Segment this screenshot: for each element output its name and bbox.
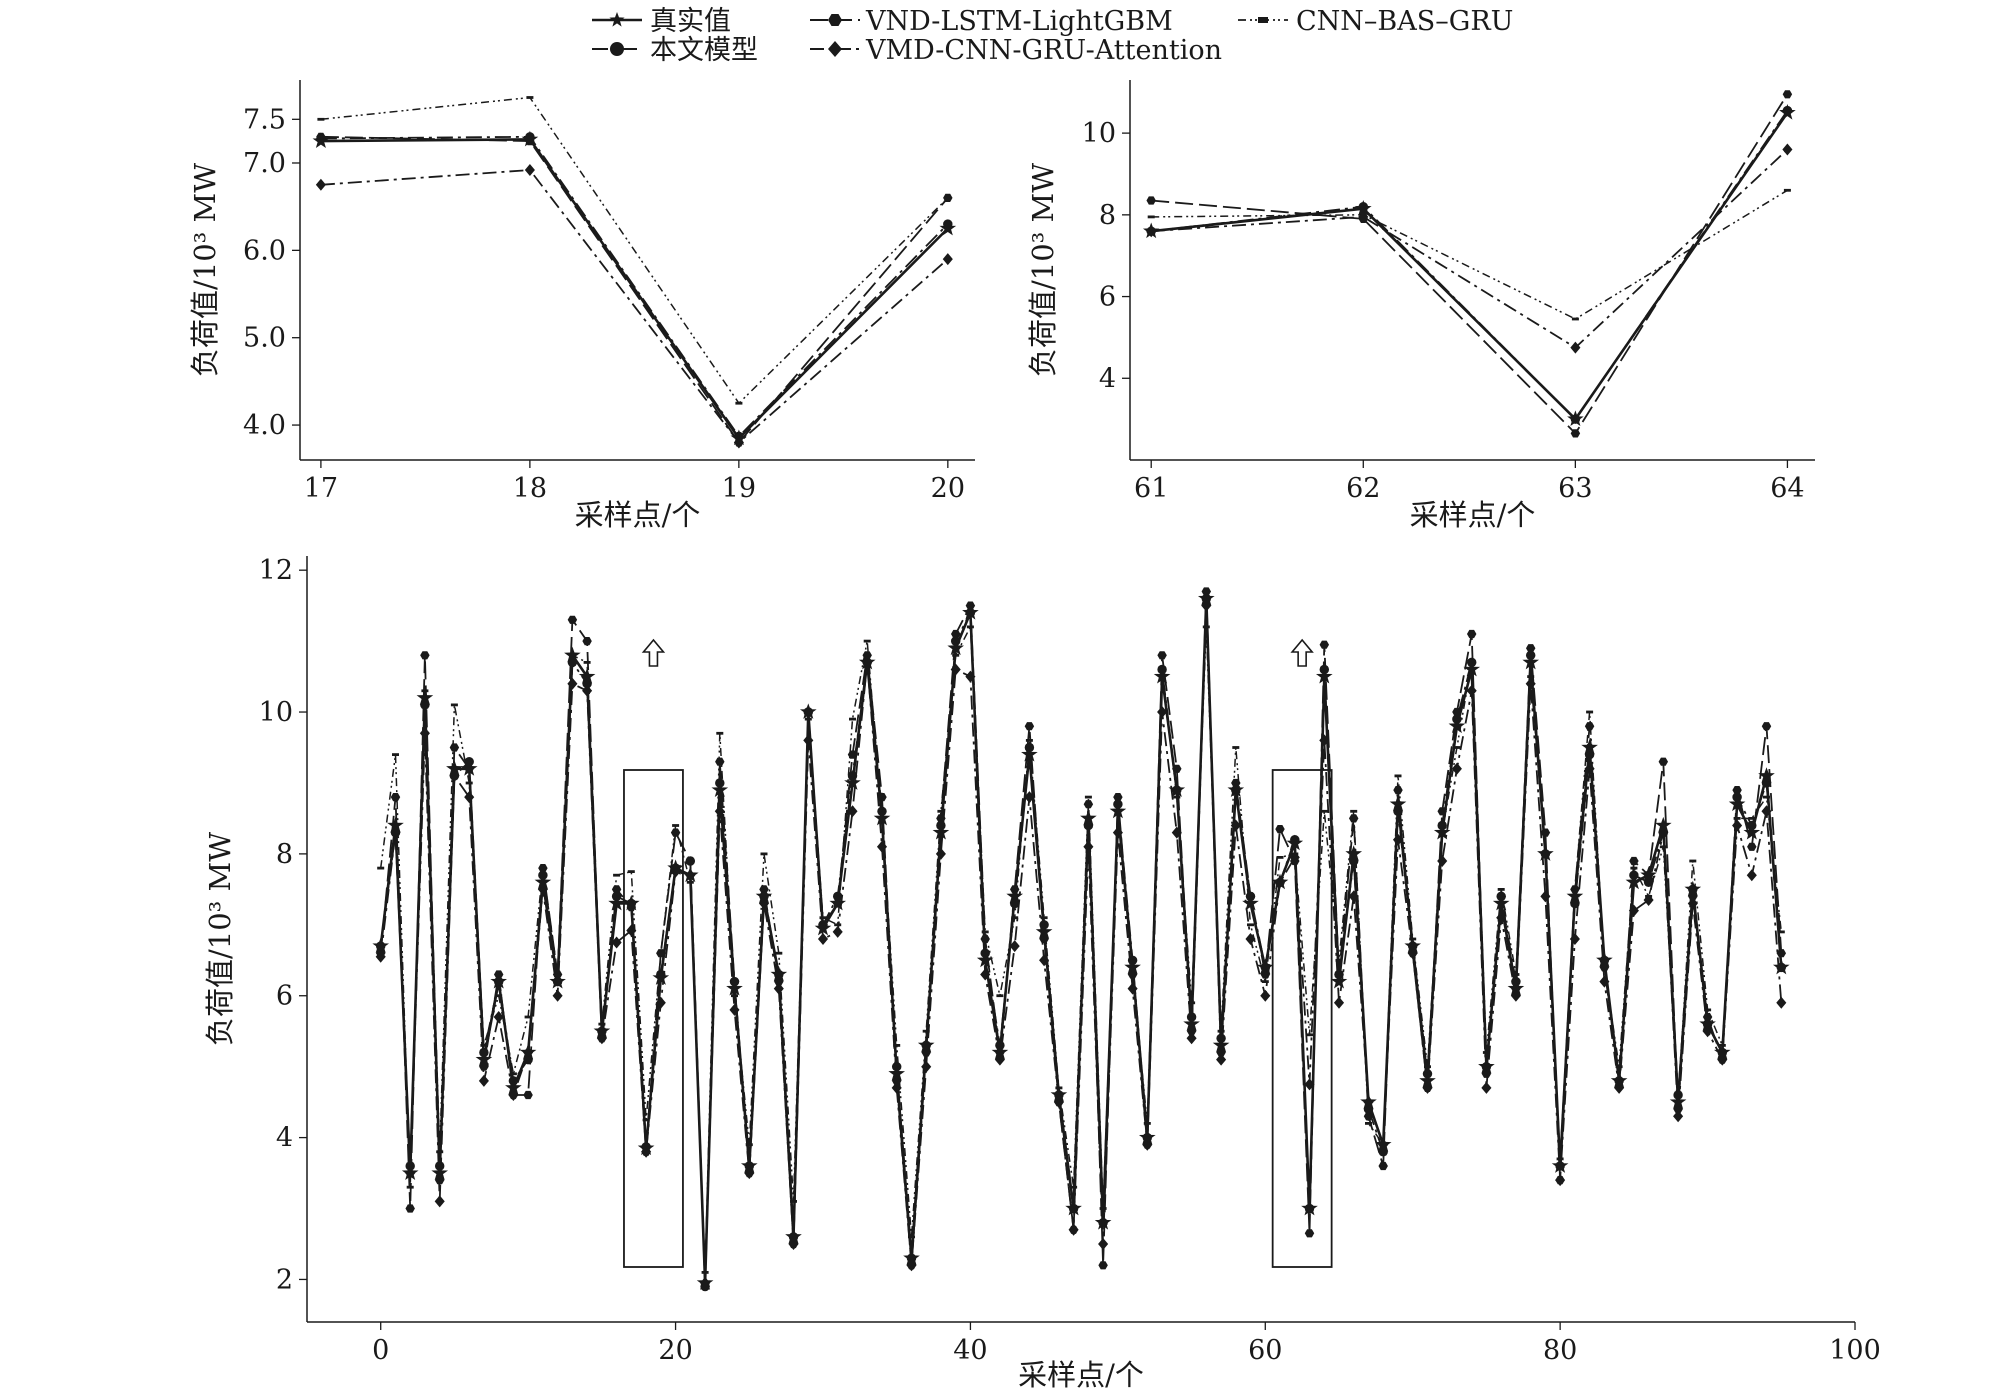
x-axis-label: 采样点/个	[575, 498, 701, 532]
series-line-5	[1147, 188, 1791, 321]
x-tick-label: 80	[1543, 1335, 1577, 1366]
y-tick-label: 6	[1099, 282, 1116, 313]
y-axis-label: 负荷值/10³ MW	[1026, 163, 1060, 377]
legend-item-true: 真实值	[592, 6, 731, 37]
y-axis-label: 负荷值/10³ MW	[203, 832, 237, 1046]
legend-label: 本文模型	[650, 35, 758, 66]
y-tick-label: 8	[1099, 200, 1116, 231]
y-axis-label: 负荷值/10³ MW	[188, 163, 222, 377]
legend-item-lgbm: VND-LSTM-LightGBM	[810, 6, 1173, 37]
x-tick-label: 64	[1770, 473, 1804, 504]
y-tick-label: 7.0	[243, 148, 286, 179]
x-tick-label: 63	[1558, 473, 1592, 504]
x-tick-label: 61	[1134, 473, 1168, 504]
y-tick-label: 6	[276, 981, 293, 1012]
y-tick-label: 2	[276, 1264, 293, 1295]
x-tick-label: 20	[658, 1335, 692, 1366]
up-arrow-icon	[1290, 638, 1314, 667]
x-tick-label: 19	[722, 473, 756, 504]
y-tick-label: 6.0	[243, 235, 286, 266]
x-axis-label: 采样点/个	[1018, 1358, 1144, 1392]
series-line-1	[1142, 104, 1796, 427]
chart-panel-2: 61 62 63 64 4 6 8 10 采样点/个 负荷值/10³ MW	[1026, 80, 1815, 532]
legend-item-ours: 本文模型	[592, 35, 758, 66]
star-marker-icon	[609, 12, 625, 27]
chart-legend: 真实值 本文模型 VND-LSTM-LightGBM VMD-CNN-GRU-A…	[592, 6, 1513, 66]
legend-item-bas: CNN–BAS–GRU	[1238, 6, 1513, 37]
x-axis-label: 采样点/个	[1410, 498, 1536, 532]
legend-label: CNN–BAS–GRU	[1296, 6, 1513, 37]
circle-marker-icon	[610, 42, 624, 56]
hexagon-marker-icon	[828, 14, 842, 26]
up-arrow-icon	[641, 638, 666, 667]
y-tick-label: 4	[1099, 363, 1116, 394]
y-tick-label: 12	[259, 555, 293, 586]
diamond-marker-icon	[828, 41, 842, 57]
dash-marker-icon	[1258, 17, 1268, 23]
x-tick-label: 62	[1346, 473, 1380, 504]
legend-label: 真实值	[650, 6, 731, 37]
series-line-4	[315, 164, 953, 449]
y-tick-label: 7.5	[243, 104, 286, 135]
legend-item-att: VMD-CNN-GRU-Attention	[810, 35, 1222, 66]
series-line-1	[372, 589, 1790, 1290]
x-tick-label: 18	[513, 473, 547, 504]
chart-panel-1: 17 18 19 20 4.0 5.0 6.0 7.0 7.5 采样点/个 负荷值/10³ MW	[188, 80, 975, 532]
series-line-3	[1146, 90, 1793, 438]
x-tick-label: 20	[931, 473, 965, 504]
y-tick-label: 10	[259, 697, 293, 728]
x-tick-label: 60	[1248, 1335, 1282, 1366]
x-tick-label: 0	[372, 1335, 389, 1366]
legend-label: VND-LSTM-LightGBM	[865, 6, 1173, 37]
series-line-1	[312, 130, 957, 446]
y-tick-label: 10	[1082, 118, 1116, 149]
series-line-5	[317, 96, 952, 405]
y-tick-label: 4	[276, 1123, 293, 1154]
series-line-2	[1146, 105, 1793, 424]
x-tick-label: 17	[304, 473, 338, 504]
series-line-3	[375, 587, 1787, 1291]
chart-panel-3: 0 20 40 60 80 100 2 4 6 8 10 12 采样点/个 负荷值/10³ MW	[203, 555, 1881, 1392]
y-tick-label: 8	[276, 839, 293, 870]
x-tick-label: 100	[1829, 1335, 1881, 1366]
y-tick-label: 4.0	[243, 410, 286, 441]
x-tick-label: 40	[953, 1335, 987, 1366]
y-tick-label: 5.0	[243, 323, 286, 354]
legend-label: VMD-CNN-GRU-Attention	[865, 35, 1222, 66]
